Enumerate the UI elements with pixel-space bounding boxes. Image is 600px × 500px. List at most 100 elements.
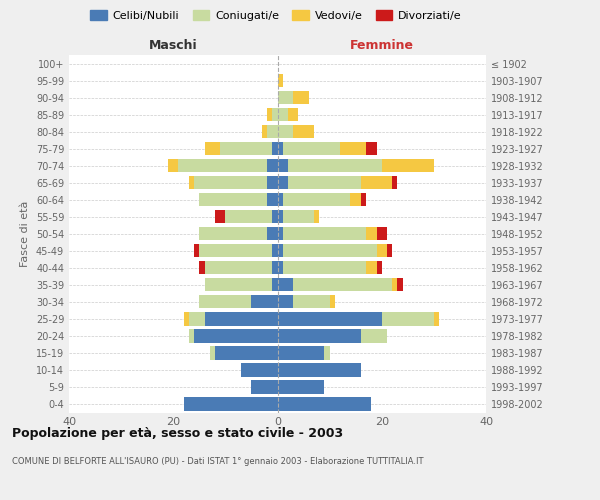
Bar (267, 176, 277, 190)
Bar (189, 312, 205, 326)
Text: COMUNE DI BELFORTE ALL'ISAURO (PU) - Dati ISTAT 1° gennaio 2003 - Elaborazione T: COMUNE DI BELFORTE ALL'ISAURO (PU) - Dat… (12, 458, 424, 466)
Bar (392, 278, 397, 291)
Bar (366, 142, 377, 156)
Bar (267, 108, 272, 121)
Bar (361, 330, 387, 342)
Bar (314, 210, 319, 224)
Bar (262, 125, 267, 138)
Bar (377, 227, 387, 240)
Bar (387, 244, 392, 258)
Bar (251, 295, 277, 308)
Bar (241, 364, 277, 376)
Bar (168, 159, 178, 172)
Bar (377, 244, 387, 258)
Bar (199, 193, 267, 206)
Bar (272, 278, 277, 291)
Bar (251, 380, 277, 394)
Bar (277, 330, 361, 342)
Bar (277, 380, 325, 394)
Bar (272, 261, 277, 274)
Legend: Celibi/Nubili, Coniugati/e, Vedovi/e, Divorziati/e: Celibi/Nubili, Coniugati/e, Vedovi/e, Di… (86, 6, 466, 25)
Bar (277, 346, 325, 360)
Bar (329, 295, 335, 308)
Bar (361, 176, 392, 190)
Bar (293, 125, 314, 138)
Text: Femmine: Femmine (350, 38, 414, 52)
Bar (272, 210, 277, 224)
Bar (194, 176, 267, 190)
Bar (210, 346, 215, 360)
Bar (325, 346, 329, 360)
Bar (288, 176, 361, 190)
Bar (277, 91, 293, 104)
Bar (277, 312, 382, 326)
Bar (283, 193, 350, 206)
Bar (377, 261, 382, 274)
Bar (194, 244, 199, 258)
Bar (205, 261, 272, 274)
Bar (205, 312, 277, 326)
Bar (397, 278, 403, 291)
Bar (272, 244, 277, 258)
Bar (272, 142, 277, 156)
Bar (199, 227, 267, 240)
Bar (205, 278, 272, 291)
Bar (277, 398, 371, 410)
Bar (215, 346, 277, 360)
Bar (277, 74, 283, 87)
Bar (215, 210, 226, 224)
Bar (392, 176, 397, 190)
Bar (277, 364, 361, 376)
Bar (277, 108, 288, 121)
Bar (277, 142, 283, 156)
Bar (277, 227, 283, 240)
Bar (184, 312, 189, 326)
Bar (288, 159, 382, 172)
Bar (199, 244, 272, 258)
Bar (293, 278, 392, 291)
Bar (277, 176, 288, 190)
Bar (205, 142, 220, 156)
Bar (267, 227, 277, 240)
Bar (277, 125, 293, 138)
Bar (366, 227, 377, 240)
Bar (277, 193, 283, 206)
Bar (340, 142, 366, 156)
Bar (288, 108, 298, 121)
Bar (434, 312, 439, 326)
Bar (272, 108, 277, 121)
Bar (283, 261, 366, 274)
Bar (283, 142, 340, 156)
Bar (283, 227, 366, 240)
Bar (199, 295, 251, 308)
Bar (189, 330, 194, 342)
Bar (382, 312, 434, 326)
Bar (189, 176, 194, 190)
Bar (267, 125, 277, 138)
Bar (277, 159, 288, 172)
Bar (350, 193, 361, 206)
Bar (277, 278, 293, 291)
Bar (366, 261, 377, 274)
Bar (283, 210, 314, 224)
Bar (277, 261, 283, 274)
Bar (194, 330, 277, 342)
Bar (184, 398, 277, 410)
Bar (361, 193, 366, 206)
Bar (267, 193, 277, 206)
Bar (382, 159, 434, 172)
Bar (283, 244, 377, 258)
Bar (277, 244, 283, 258)
Bar (178, 159, 267, 172)
Bar (293, 91, 309, 104)
Bar (199, 261, 205, 274)
Bar (277, 210, 283, 224)
Bar (226, 210, 272, 224)
Bar (293, 295, 329, 308)
Text: Popolazione per età, sesso e stato civile - 2003: Popolazione per età, sesso e stato civil… (12, 428, 343, 440)
Text: Maschi: Maschi (149, 38, 197, 52)
Bar (277, 295, 293, 308)
Bar (220, 142, 272, 156)
Bar (267, 159, 277, 172)
Y-axis label: Fasce di età: Fasce di età (20, 200, 30, 267)
